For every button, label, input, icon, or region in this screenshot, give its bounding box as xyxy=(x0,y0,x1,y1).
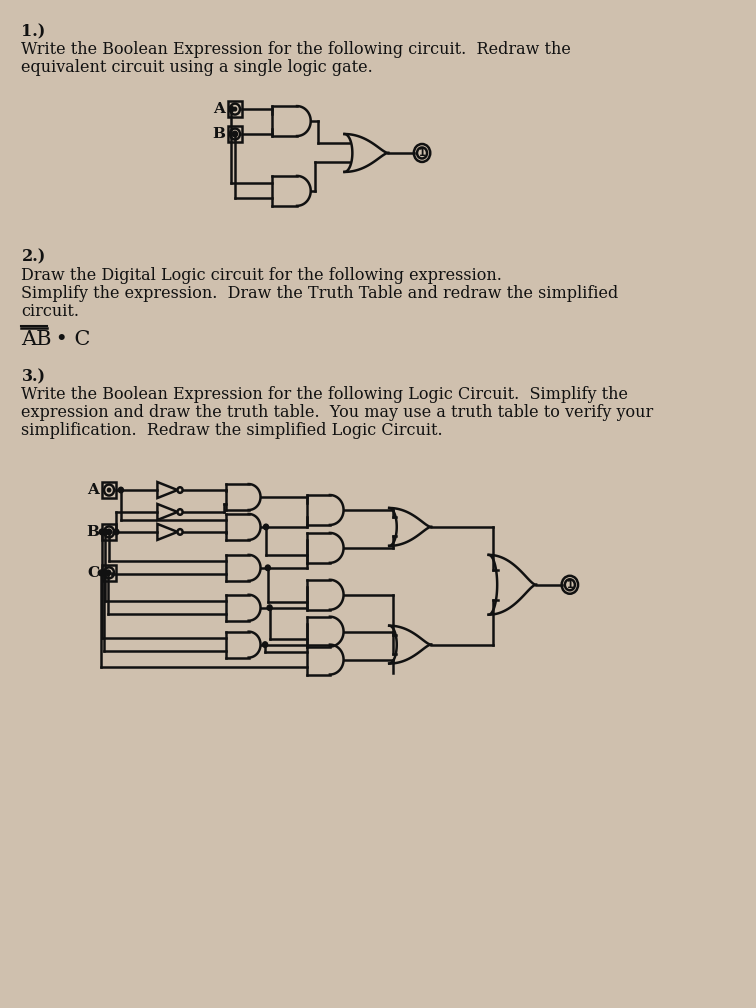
Circle shape xyxy=(262,642,268,647)
Text: Draw the Digital Logic circuit for the following expression.: Draw the Digital Logic circuit for the f… xyxy=(21,267,502,283)
Circle shape xyxy=(234,132,237,136)
Text: A: A xyxy=(87,483,99,497)
Bar xyxy=(102,524,116,540)
Circle shape xyxy=(119,487,123,493)
Circle shape xyxy=(98,570,104,576)
Text: equivalent circuit using a single logic gate.: equivalent circuit using a single logic … xyxy=(21,59,373,77)
Circle shape xyxy=(263,524,268,530)
Text: Write the Boolean Expression for the following circuit.  Redraw the: Write the Boolean Expression for the fol… xyxy=(21,41,572,58)
Circle shape xyxy=(102,570,107,576)
Circle shape xyxy=(107,530,110,533)
Text: 1: 1 xyxy=(419,148,426,158)
Text: Write the Boolean Expression for the following Logic Circuit.  Simplify the: Write the Boolean Expression for the fol… xyxy=(21,386,628,403)
Bar xyxy=(102,482,116,498)
Bar xyxy=(228,101,242,117)
Circle shape xyxy=(265,565,271,571)
Text: circuit.: circuit. xyxy=(21,302,79,320)
Circle shape xyxy=(99,529,104,534)
Text: 2.): 2.) xyxy=(21,249,45,266)
Text: 3.): 3.) xyxy=(21,368,45,385)
Text: expression and draw the truth table.  You may use a truth table to verify your: expression and draw the truth table. You… xyxy=(21,404,654,421)
Circle shape xyxy=(107,529,112,534)
Circle shape xyxy=(107,571,110,575)
Circle shape xyxy=(103,529,108,534)
Circle shape xyxy=(107,488,110,492)
Text: AB: AB xyxy=(21,331,52,350)
Text: Simplify the expression.  Draw the Truth Table and redraw the simplified: Simplify the expression. Draw the Truth … xyxy=(21,284,618,301)
Circle shape xyxy=(267,605,272,611)
Text: simplification.  Redraw the simplified Logic Circuit.: simplification. Redraw the simplified Lo… xyxy=(21,422,443,439)
Bar xyxy=(228,126,242,142)
Text: 1: 1 xyxy=(566,580,573,590)
Text: • C: • C xyxy=(49,331,90,350)
Circle shape xyxy=(114,529,119,534)
Bar xyxy=(102,564,116,581)
Text: B: B xyxy=(212,127,225,141)
Circle shape xyxy=(234,107,237,111)
Text: 1.): 1.) xyxy=(21,23,45,40)
Text: B: B xyxy=(86,525,99,539)
Circle shape xyxy=(106,570,110,576)
Text: A: A xyxy=(213,102,225,116)
Circle shape xyxy=(229,106,234,112)
Circle shape xyxy=(232,131,237,137)
Text: C: C xyxy=(87,565,99,580)
